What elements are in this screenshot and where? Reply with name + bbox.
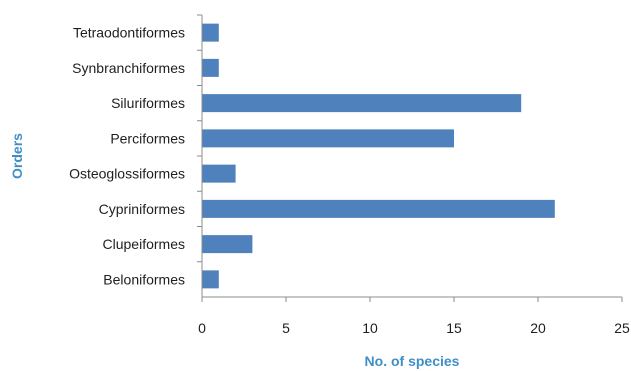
category-label: Cypriniformes <box>99 201 185 217</box>
x-axis-title: No. of species <box>365 353 460 369</box>
bar <box>202 164 236 183</box>
x-tick-label: 0 <box>198 320 206 336</box>
category-label: Clupeiformes <box>103 236 185 252</box>
x-tick-label: 20 <box>530 320 546 336</box>
bars-group <box>202 23 555 289</box>
x-tick-label: 5 <box>282 320 290 336</box>
category-label: Siluriformes <box>111 95 185 111</box>
bar <box>202 58 219 77</box>
bar <box>202 270 219 289</box>
bar <box>202 23 219 42</box>
x-tick-label: 15 <box>446 320 462 336</box>
x-tick-label: 25 <box>614 320 630 336</box>
bar <box>202 235 253 254</box>
category-label: Perciformes <box>110 130 185 146</box>
x-ticks-group: 0 5 10 15 20 25 <box>197 14 630 336</box>
category-label: Beloniformes <box>103 271 185 287</box>
category-label: Synbranchiformes <box>72 60 185 76</box>
x-tick-label: 10 <box>362 320 378 336</box>
bar <box>202 129 454 148</box>
bar <box>202 199 555 218</box>
category-labels-group: Beloniformes Clupeiformes Cypriniformes Ost… <box>69 25 185 288</box>
category-label: Tetraodontiformes <box>73 25 185 41</box>
y-axis-title: Orders <box>9 133 25 179</box>
category-label: Osteoglossiformes <box>69 166 185 182</box>
bar <box>202 94 522 113</box>
